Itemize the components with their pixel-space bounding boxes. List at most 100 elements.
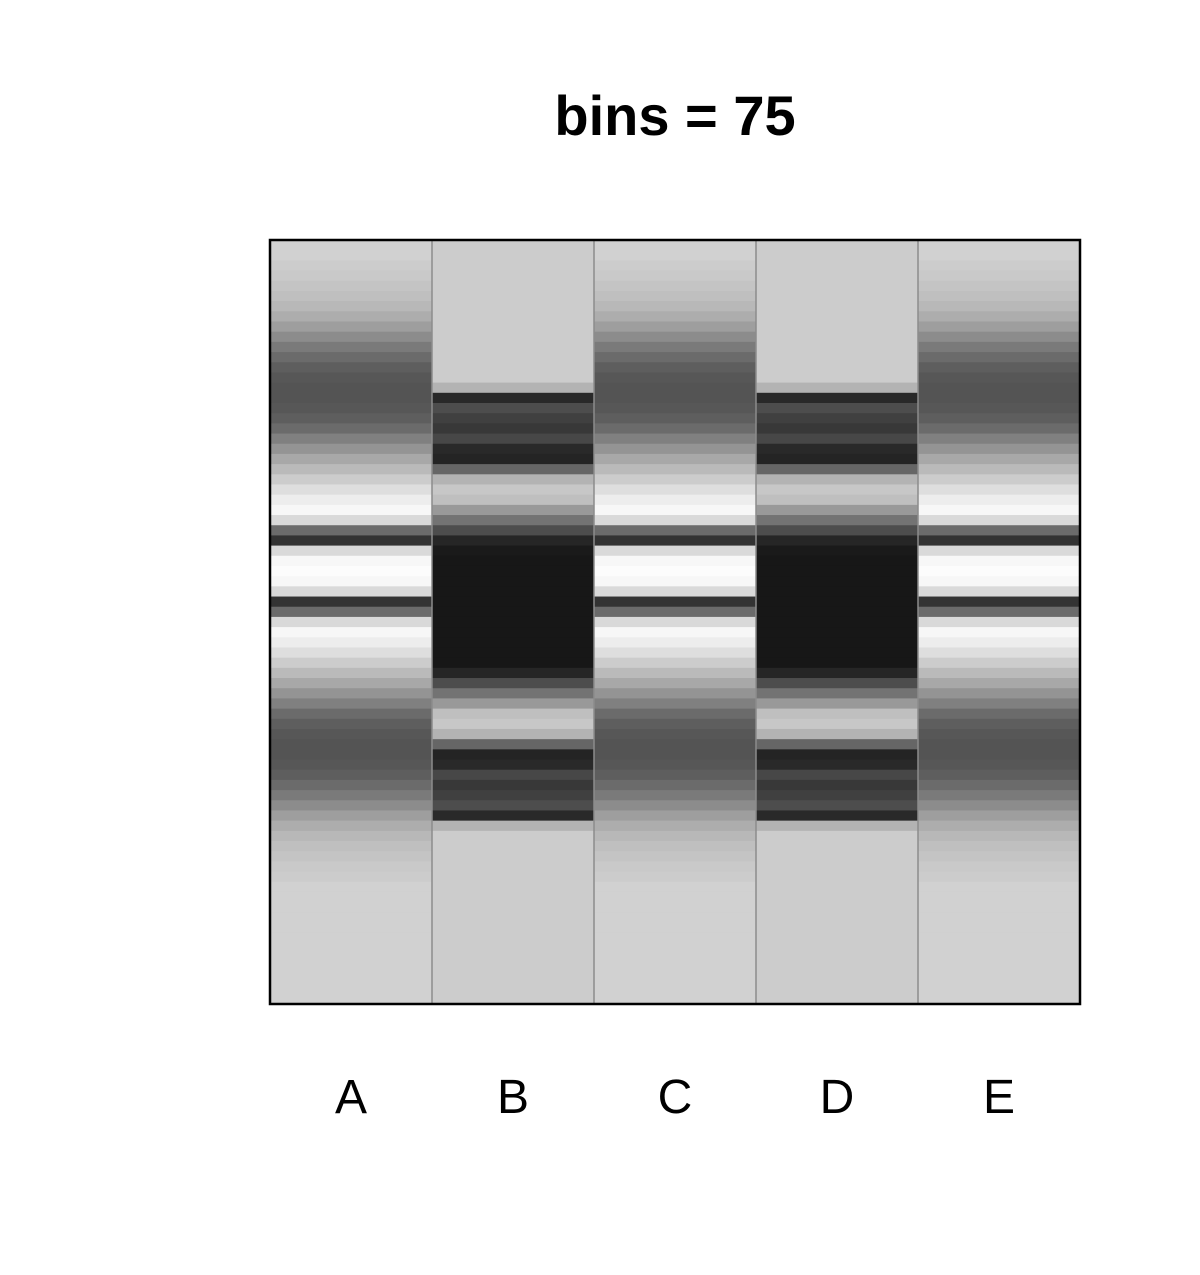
heatmap-cell: [594, 790, 757, 801]
heatmap-cell: [270, 902, 433, 913]
heatmap-cell: [270, 321, 433, 333]
heatmap-cell: [270, 657, 433, 669]
heatmap-cell: [918, 290, 1081, 302]
heatmap-cell: [918, 637, 1081, 649]
heatmap-cell: [594, 678, 757, 689]
heatmap-cell: [432, 586, 595, 598]
heatmap-cell: [918, 586, 1081, 598]
heatmap-cell: [432, 535, 595, 547]
heatmap-cell: [594, 270, 757, 282]
heatmap-cell: [432, 392, 595, 404]
heatmap-cell: [594, 861, 757, 873]
heatmap-cell: [918, 769, 1081, 781]
heatmap-cell: [270, 922, 433, 934]
heatmap-cell: [270, 453, 433, 465]
heatmap-cell: [594, 504, 757, 516]
heatmap-cell: [918, 362, 1081, 374]
heatmap-cell: [594, 596, 757, 608]
heatmap-cell: [594, 871, 757, 883]
x-tick-label-a: A: [335, 1071, 367, 1124]
heatmap-cell: [918, 382, 1081, 394]
heatmap-cell: [270, 250, 433, 261]
heatmap-cell: [270, 545, 433, 557]
heatmap-cell: [432, 688, 595, 699]
heatmap-cell: [594, 606, 757, 618]
heatmap-cell: [432, 678, 595, 689]
heatmap-cell: [594, 352, 757, 363]
heatmap-cell: [270, 759, 433, 771]
x-tick-label-e: E: [983, 1071, 1015, 1124]
heatmap-cell: [918, 759, 1081, 771]
x-tick-label-b: B: [497, 1071, 529, 1124]
heatmap-cell: [432, 341, 595, 353]
heatmap-cell: [432, 301, 595, 312]
heatmap-cell: [594, 535, 757, 547]
heatmap-cell: [756, 841, 919, 852]
heatmap-cell: [918, 576, 1081, 587]
heatmap-cell: [918, 963, 1081, 975]
heatmap-cell: [432, 922, 595, 934]
chart-title: bins = 75: [554, 84, 796, 147]
heatmap-cell: [270, 841, 433, 852]
heatmap-cell: [756, 321, 919, 333]
heatmap-cell: [594, 576, 757, 587]
heatmap-cell: [432, 637, 595, 649]
heatmap-cell: [594, 494, 757, 506]
heatmap-cell: [918, 474, 1081, 486]
heatmap-cell: [594, 484, 757, 496]
heatmap-cell: [270, 504, 433, 516]
heatmap-cell: [270, 830, 433, 842]
heatmap-cell: [756, 739, 919, 750]
heatmap-cell: [756, 515, 919, 526]
heatmap-cell: [918, 453, 1081, 465]
heatmap-cell: [270, 515, 433, 526]
heatmap-cell: [756, 616, 919, 628]
heatmap-cell: [594, 637, 757, 649]
heatmap-cell: [270, 423, 433, 435]
heatmap-cell: [594, 260, 757, 272]
heatmap-cell: [756, 708, 919, 720]
heatmap-cell: [756, 779, 919, 791]
heatmap-cell: [918, 861, 1081, 873]
heatmap-cell: [918, 779, 1081, 791]
heatmap-cell: [918, 402, 1081, 414]
heatmap-cell: [918, 484, 1081, 496]
heatmap-cell: [594, 433, 757, 445]
heatmap-cell: [756, 290, 919, 302]
heatmap-column-e: [918, 240, 1081, 1005]
heatmap-cell: [432, 290, 595, 302]
heatmap-cell: [756, 250, 919, 261]
heatmap-cell: [756, 718, 919, 730]
heatmap-cell: [918, 392, 1081, 404]
heatmap-cell: [918, 688, 1081, 699]
heatmap-cell: [432, 953, 595, 964]
heatmap-cell: [594, 830, 757, 842]
heatmap-cell: [918, 423, 1081, 435]
heatmap-cell: [756, 240, 919, 251]
heatmap-cell: [432, 902, 595, 913]
heatmap-cell: [918, 352, 1081, 363]
heatmap-cell: [432, 851, 595, 862]
heatmap-cell: [432, 311, 595, 323]
heatmap-cell: [918, 464, 1081, 475]
heatmap-cell: [918, 341, 1081, 353]
heatmap-cell: [594, 667, 757, 679]
heatmap-cell: [432, 443, 595, 455]
heatmap-cell: [432, 484, 595, 496]
heatmap-cell: [918, 555, 1081, 567]
heatmap-cell: [918, 250, 1081, 261]
heatmap-cell: [270, 983, 433, 995]
heatmap-cell: [432, 830, 595, 842]
heatmap-cell: [270, 800, 433, 812]
heatmap-cell: [594, 372, 757, 384]
heatmap-cell: [756, 423, 919, 435]
heatmap-cell: [270, 891, 433, 903]
heatmap-cell: [432, 749, 595, 761]
heatmap-cell: [432, 790, 595, 801]
heatmap-cell: [918, 932, 1081, 944]
heatmap-cell: [918, 891, 1081, 903]
heatmap-cell: [756, 983, 919, 995]
heatmap-cell: [432, 453, 595, 465]
heatmap-cell: [270, 525, 433, 537]
